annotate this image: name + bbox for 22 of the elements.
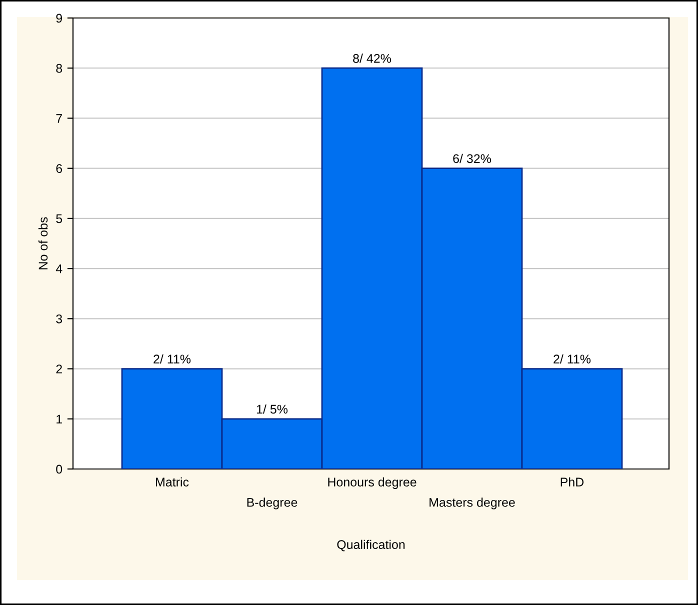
x-axis-title: Qualification — [337, 540, 405, 552]
x-tick-label: Honours degree — [328, 477, 416, 489]
data-label: 1/ 5% — [256, 404, 288, 414]
y-tick-label: 6 — [56, 164, 62, 173]
x-tick-label: PhD — [560, 477, 584, 486]
y-tick-label: 4 — [56, 264, 62, 274]
y-tick-label: 8 — [56, 64, 62, 73]
x-tick-label: B-degree — [247, 498, 298, 510]
y-tick-label: 5 — [56, 214, 62, 224]
y-tick-label: 9 — [56, 14, 62, 23]
y-tick-label: 2 — [56, 364, 62, 374]
y-tick-label: 1 — [56, 414, 62, 424]
data-label: 6/ 32% — [453, 154, 492, 164]
x-tick-label: Masters degree — [430, 498, 515, 510]
y-tick-label: 7 — [56, 114, 62, 123]
data-label: 2/ 11% — [154, 354, 191, 364]
y-tick-label: 3 — [56, 314, 62, 324]
y-axis-title: No of obs — [38, 217, 48, 270]
data-label: 8/ 42% — [353, 54, 392, 63]
x-tick-label: Matric — [156, 477, 189, 487]
y-tick-label: 0 — [56, 464, 62, 474]
data-label: 2/ 11% — [554, 354, 591, 364]
